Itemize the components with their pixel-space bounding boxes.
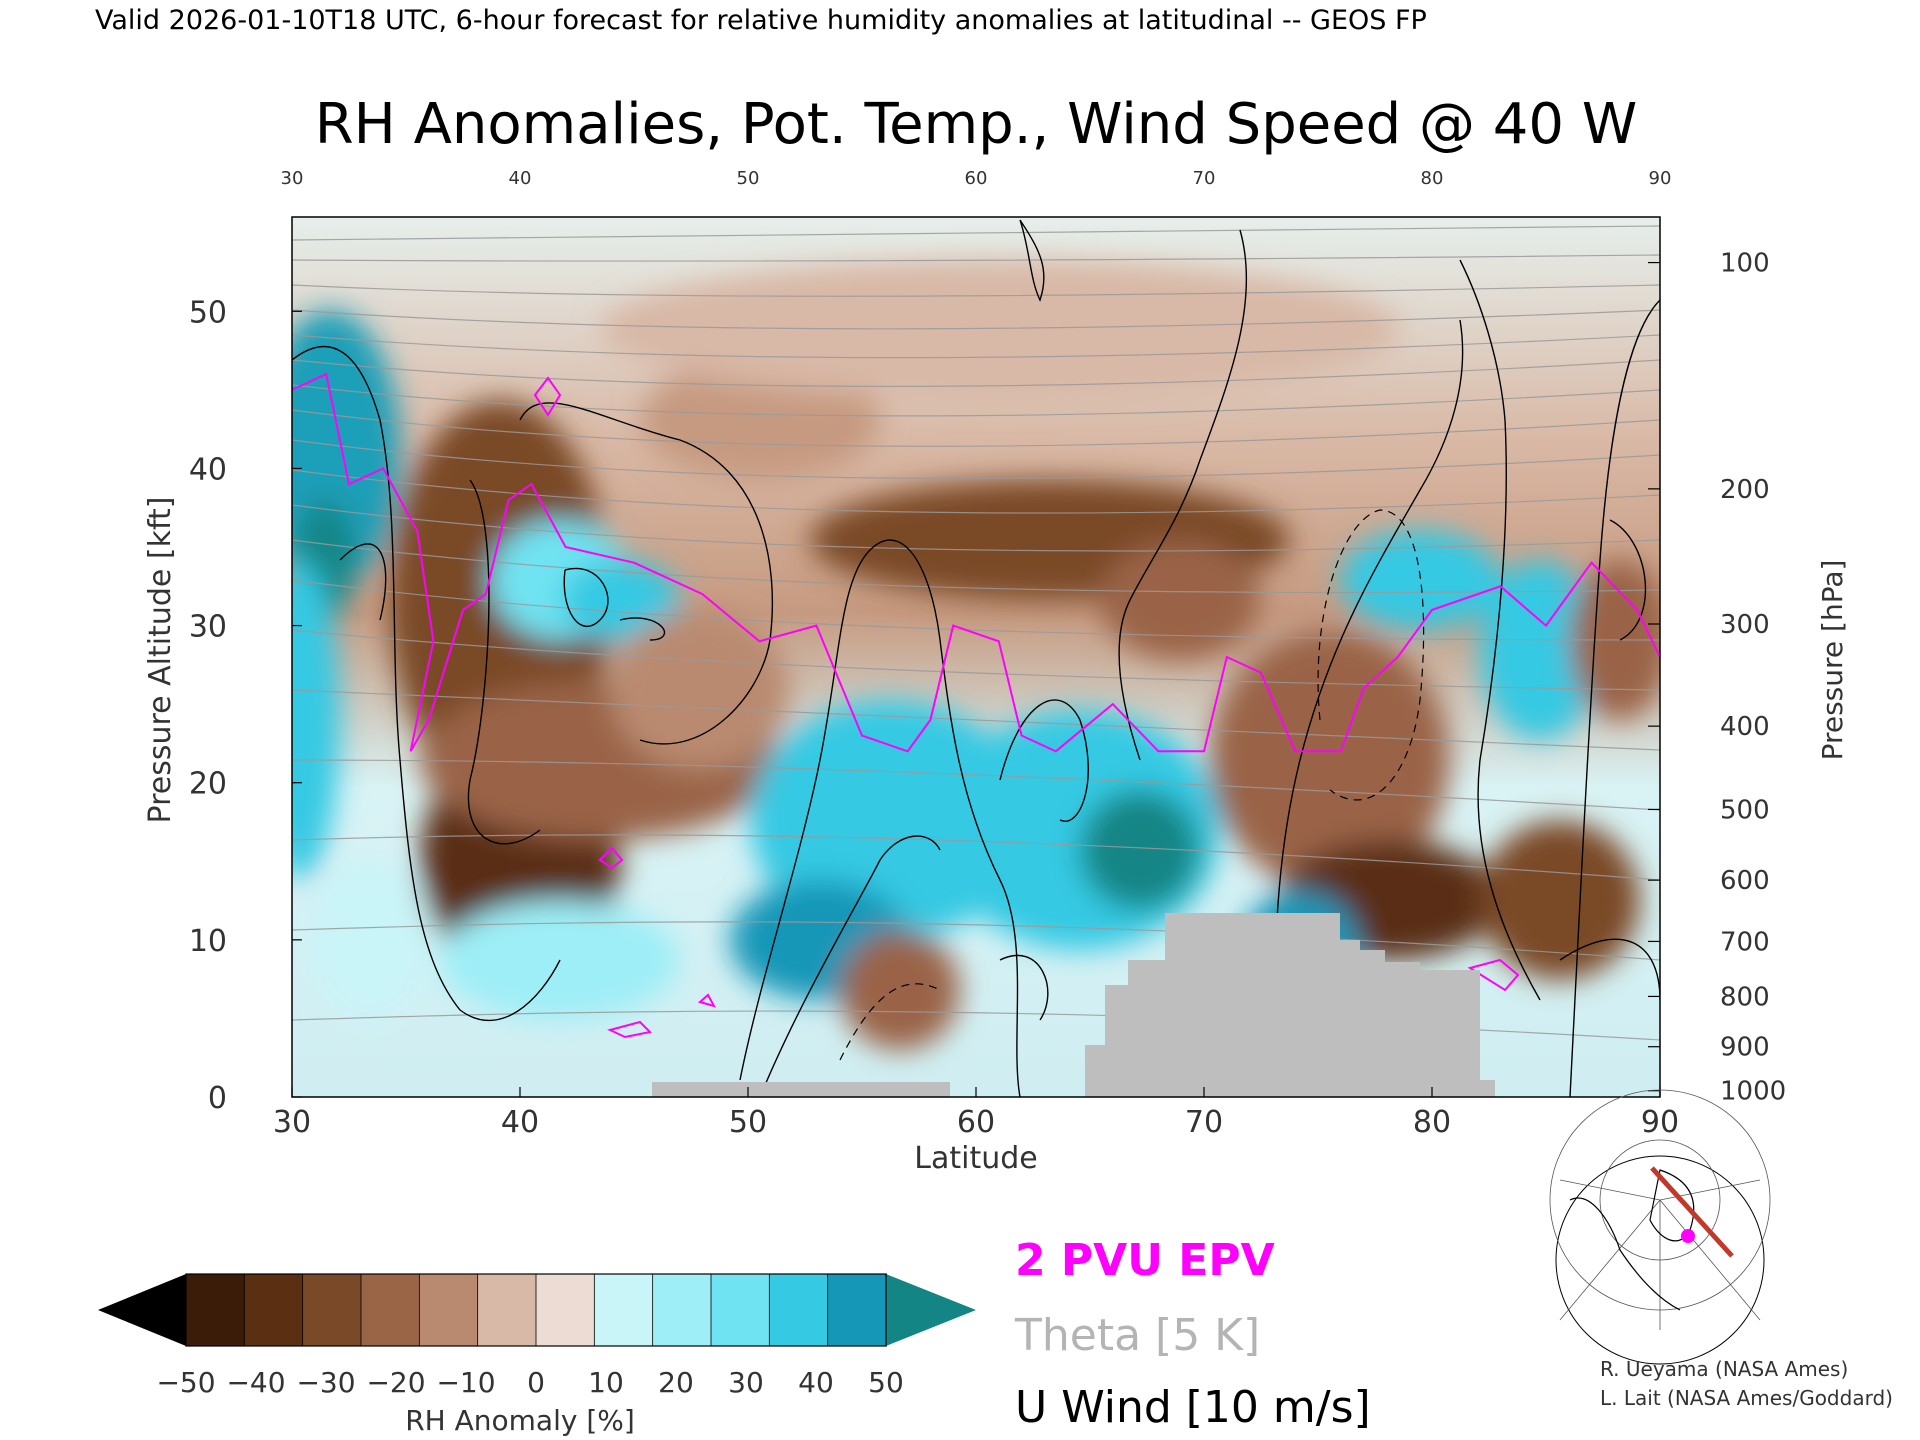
pvu-2-islands [533, 376, 1520, 1039]
colorbar-box [418, 1273, 479, 1347]
top-x-tick-label: 90 [1649, 168, 1672, 189]
top-x-tick-label: 70 [1193, 168, 1216, 189]
legend-u-wind: U Wind [10 m/s] [1015, 1382, 1371, 1433]
x-tick-label: 40 [501, 1105, 539, 1140]
colorbar-box [710, 1273, 771, 1347]
inset-map [1549, 1089, 1771, 1365]
cross-section-line [1650, 1166, 1734, 1258]
y-axis-label-right: Pressure [hPa] [1816, 560, 1849, 761]
colorbar-tick-label: 30 [728, 1366, 764, 1399]
pressure-tick-label: 300 [1720, 610, 1770, 640]
colorbar-box [243, 1273, 304, 1347]
x-tick-label: 50 [729, 1105, 767, 1140]
right-pressure-ticks: 100 200 300 400 500 600 700 800 900 1000 [1648, 249, 1786, 1107]
y-tick-label: 0 [208, 1081, 227, 1116]
colorbar-box [652, 1273, 712, 1347]
valid-line: Valid 2026-01-10T18 UTC, 6-hour forecast… [95, 5, 1427, 36]
bottom-x-ticks: 30 40 50 60 70 80 90 [273, 1087, 1679, 1140]
colorbar-box [185, 1273, 246, 1347]
y-tick-label: 30 [189, 610, 227, 645]
pressure-tick-label: 800 [1720, 982, 1770, 1012]
pressure-tick-label: 100 [1720, 249, 1770, 279]
pvu-2-contour [292, 372, 1660, 753]
credit-line-1: R. Ueyama (NASA Ames) [1600, 1357, 1848, 1381]
x-tick-label: 30 [273, 1105, 311, 1140]
colorbar-boxes [185, 1273, 887, 1347]
left-y-ticks: 0 10 20 30 40 50 [189, 295, 302, 1116]
terrain-mask [652, 913, 1495, 1097]
colorbar-tick-label: 0 [527, 1366, 545, 1399]
credit-line-2: L. Lait (NASA Ames/Goddard) [1600, 1386, 1893, 1410]
y-tick-label: 10 [189, 924, 227, 959]
colorbar-box [535, 1273, 596, 1347]
pressure-tick-label: 200 [1720, 475, 1770, 505]
top-x-tick-label: 30 [281, 168, 304, 189]
pressure-tick-label: 900 [1720, 1033, 1770, 1063]
colorbar-box [360, 1273, 421, 1347]
colorbar-box [302, 1273, 362, 1347]
colorbar-tick-label: 20 [658, 1366, 694, 1399]
top-x-tick-label: 40 [509, 168, 532, 189]
pressure-tick-label: 700 [1720, 927, 1770, 957]
colorbar-box [768, 1273, 829, 1347]
colorbar-box [477, 1273, 537, 1347]
legend: 2 PVU EPV Theta [5 K] U Wind [10 m/s] [1014, 1235, 1371, 1433]
colorbar-tick-label: 40 [798, 1366, 834, 1399]
x-tick-label: 90 [1641, 1105, 1679, 1140]
colorbar-box [827, 1273, 887, 1347]
chart-title: RH Anomalies, Pot. Temp., Wind Speed @ 4… [315, 92, 1637, 157]
colorbar-ticks: −50 −40 −30 −20 −10 0 10 20 30 40 50 [156, 1366, 903, 1399]
colorbar-low-arrow [98, 1274, 186, 1346]
top-x-tick-label: 60 [965, 168, 988, 189]
y-tick-label: 50 [189, 295, 227, 330]
pressure-tick-label: 600 [1720, 866, 1770, 896]
colorbar-tick-label: −50 [156, 1366, 215, 1399]
colorbar-tick-label: −10 [436, 1366, 495, 1399]
y-axis-label-left: Pressure Altitude [kft] [143, 497, 178, 824]
colorbar-tick-label: 10 [588, 1366, 624, 1399]
plot-area: 30 40 50 60 70 80 90 30 40 50 60 70 80 90 0 10 20 30 40 5… [143, 168, 1849, 1176]
colorbar-box [593, 1273, 654, 1347]
pressure-tick-label: 400 [1720, 712, 1770, 742]
y-tick-label: 40 [189, 452, 227, 487]
negative-isotachs [839, 509, 1425, 1061]
x-axis-label: Latitude [914, 1141, 1037, 1176]
colorbar-frame [185, 1273, 887, 1347]
location-marker [1681, 1229, 1695, 1243]
colorbar-high-arrow [886, 1274, 976, 1346]
top-x-tick-label: 50 [737, 168, 760, 189]
legend-epv: 2 PVU EPV [1015, 1235, 1275, 1286]
colorbar-label: RH Anomaly [%] [405, 1404, 635, 1437]
top-x-tick-label: 80 [1421, 168, 1444, 189]
legend-theta: Theta [5 K] [1014, 1310, 1260, 1361]
pressure-tick-label: 500 [1720, 795, 1770, 825]
theta-isentropes [292, 225, 1660, 1041]
colorbar-tick-label: 50 [868, 1366, 904, 1399]
top-x-ticks: 30 40 50 60 70 80 90 [281, 168, 1672, 189]
x-tick-label: 70 [1185, 1105, 1223, 1140]
colorbar-tick-label: −20 [366, 1366, 425, 1399]
x-tick-label: 80 [1413, 1105, 1451, 1140]
colorbar: −50 −40 −30 −20 −10 0 10 20 30 40 50 RH Anomaly [%… [98, 1273, 976, 1437]
x-tick-label: 60 [957, 1105, 995, 1140]
colorbar-tick-label: −30 [296, 1366, 355, 1399]
pressure-tick-label: 1000 [1720, 1077, 1786, 1107]
colorbar-tick-label: −40 [226, 1366, 285, 1399]
y-tick-label: 20 [189, 767, 227, 802]
